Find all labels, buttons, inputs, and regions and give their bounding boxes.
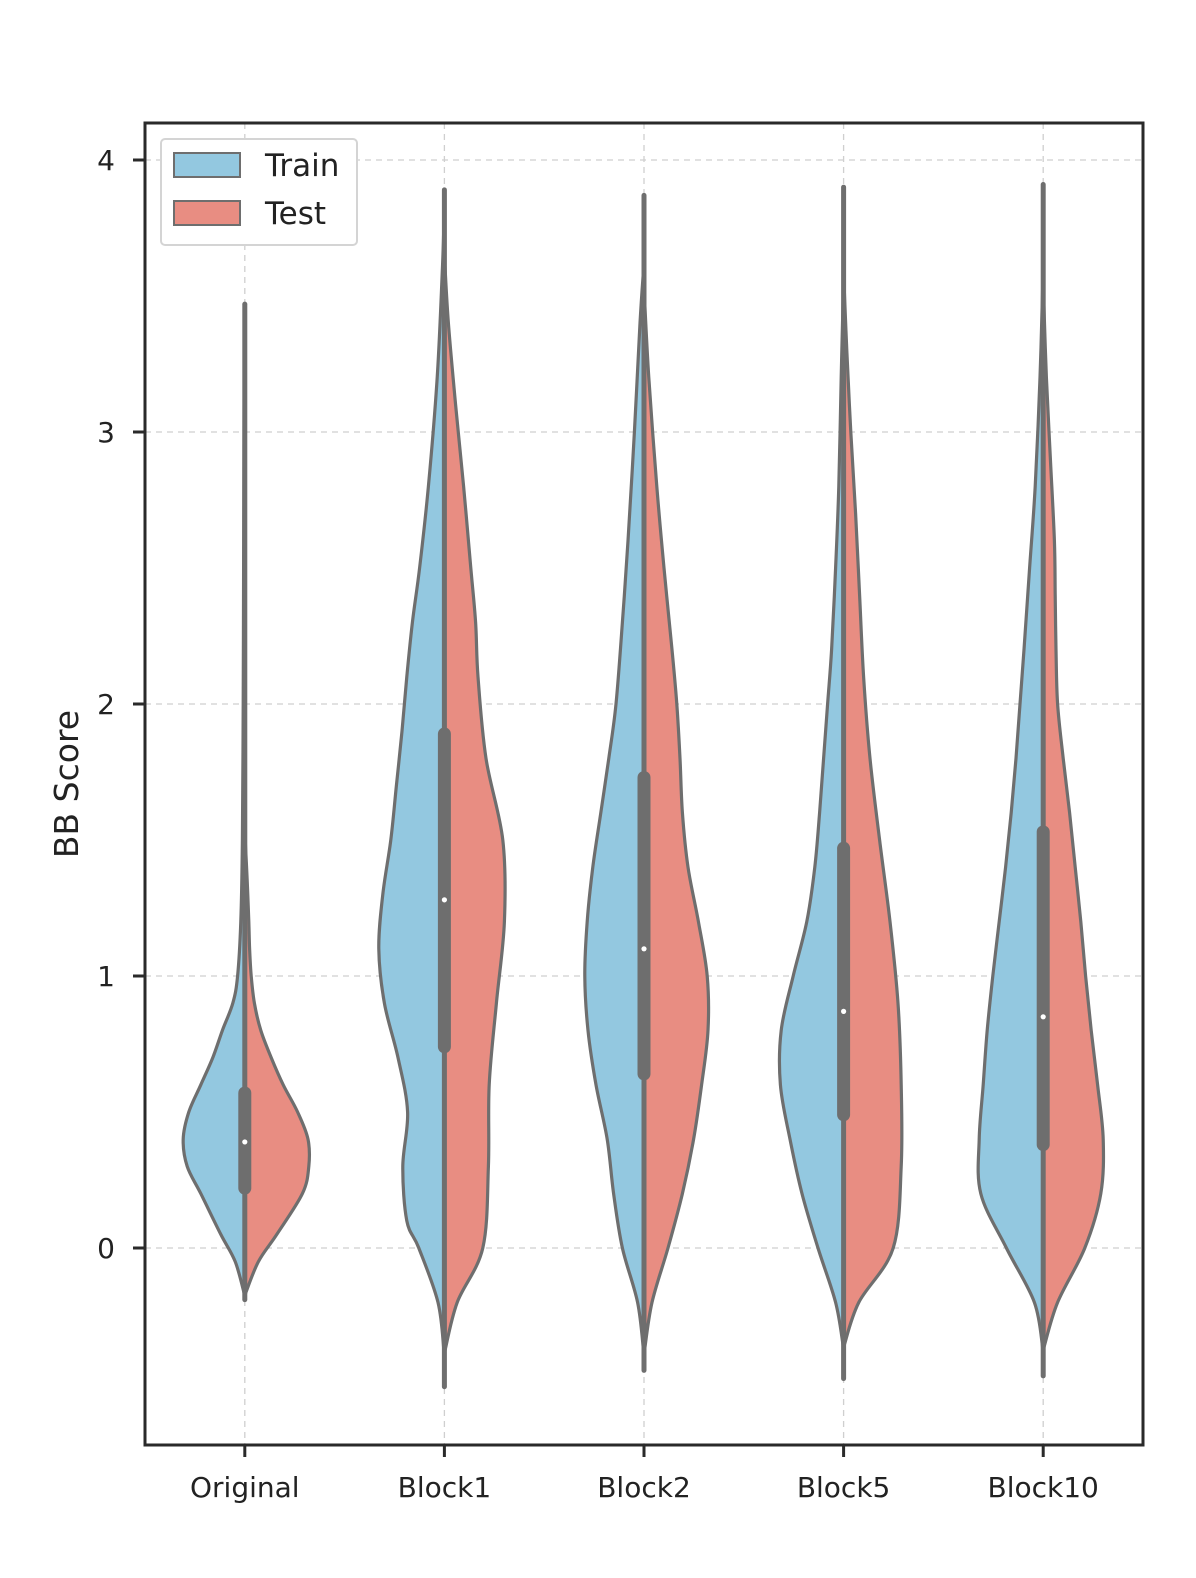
violin-test-block2 [642, 294, 711, 1353]
y-tick-label: 2 [97, 688, 115, 721]
legend-swatch-test [173, 200, 241, 226]
violin-train-block5 [777, 294, 846, 1348]
violin-train-original [181, 302, 247, 1296]
y-tick-label: 3 [97, 416, 115, 449]
x-tick-label: Block2 [597, 1471, 691, 1504]
y-tick-label: 0 [97, 1232, 115, 1265]
y-tick-label: 1 [97, 960, 115, 993]
x-tick-label: Block1 [398, 1471, 492, 1504]
y-axis-label: BB Score [47, 710, 86, 858]
y-tick-label: 4 [97, 144, 115, 177]
violin-layer [181, 218, 1106, 1353]
x-tick-label: Original [190, 1471, 300, 1504]
box-layer [238, 181, 1050, 1390]
median-point-block1 [441, 897, 447, 903]
x-tick-label: Block10 [988, 1471, 1099, 1504]
median-point-block10 [1040, 1014, 1046, 1020]
legend-label-test: Test [264, 196, 326, 232]
median-point-block5 [841, 1008, 847, 1014]
median-point-block2 [641, 946, 647, 952]
legend-label-train: Train [264, 148, 339, 184]
violin-train-block2 [583, 267, 646, 1353]
violin-test-block10 [1041, 294, 1106, 1351]
violin-test-block5 [842, 280, 904, 1348]
legend-swatch-train [173, 152, 241, 178]
median-point-original [242, 1139, 248, 1145]
x-tick-label: Block5 [797, 1471, 891, 1504]
violin-train-block10 [976, 280, 1045, 1351]
violin-test-original [243, 838, 312, 1296]
violin-test-block1 [442, 261, 507, 1353]
legend: Train Test [160, 138, 358, 246]
tick-layer: 0 1 2 3 4 Original Block1 Block2 Block5 Block10 [97, 144, 1099, 1504]
violin-train-block1 [377, 218, 446, 1353]
